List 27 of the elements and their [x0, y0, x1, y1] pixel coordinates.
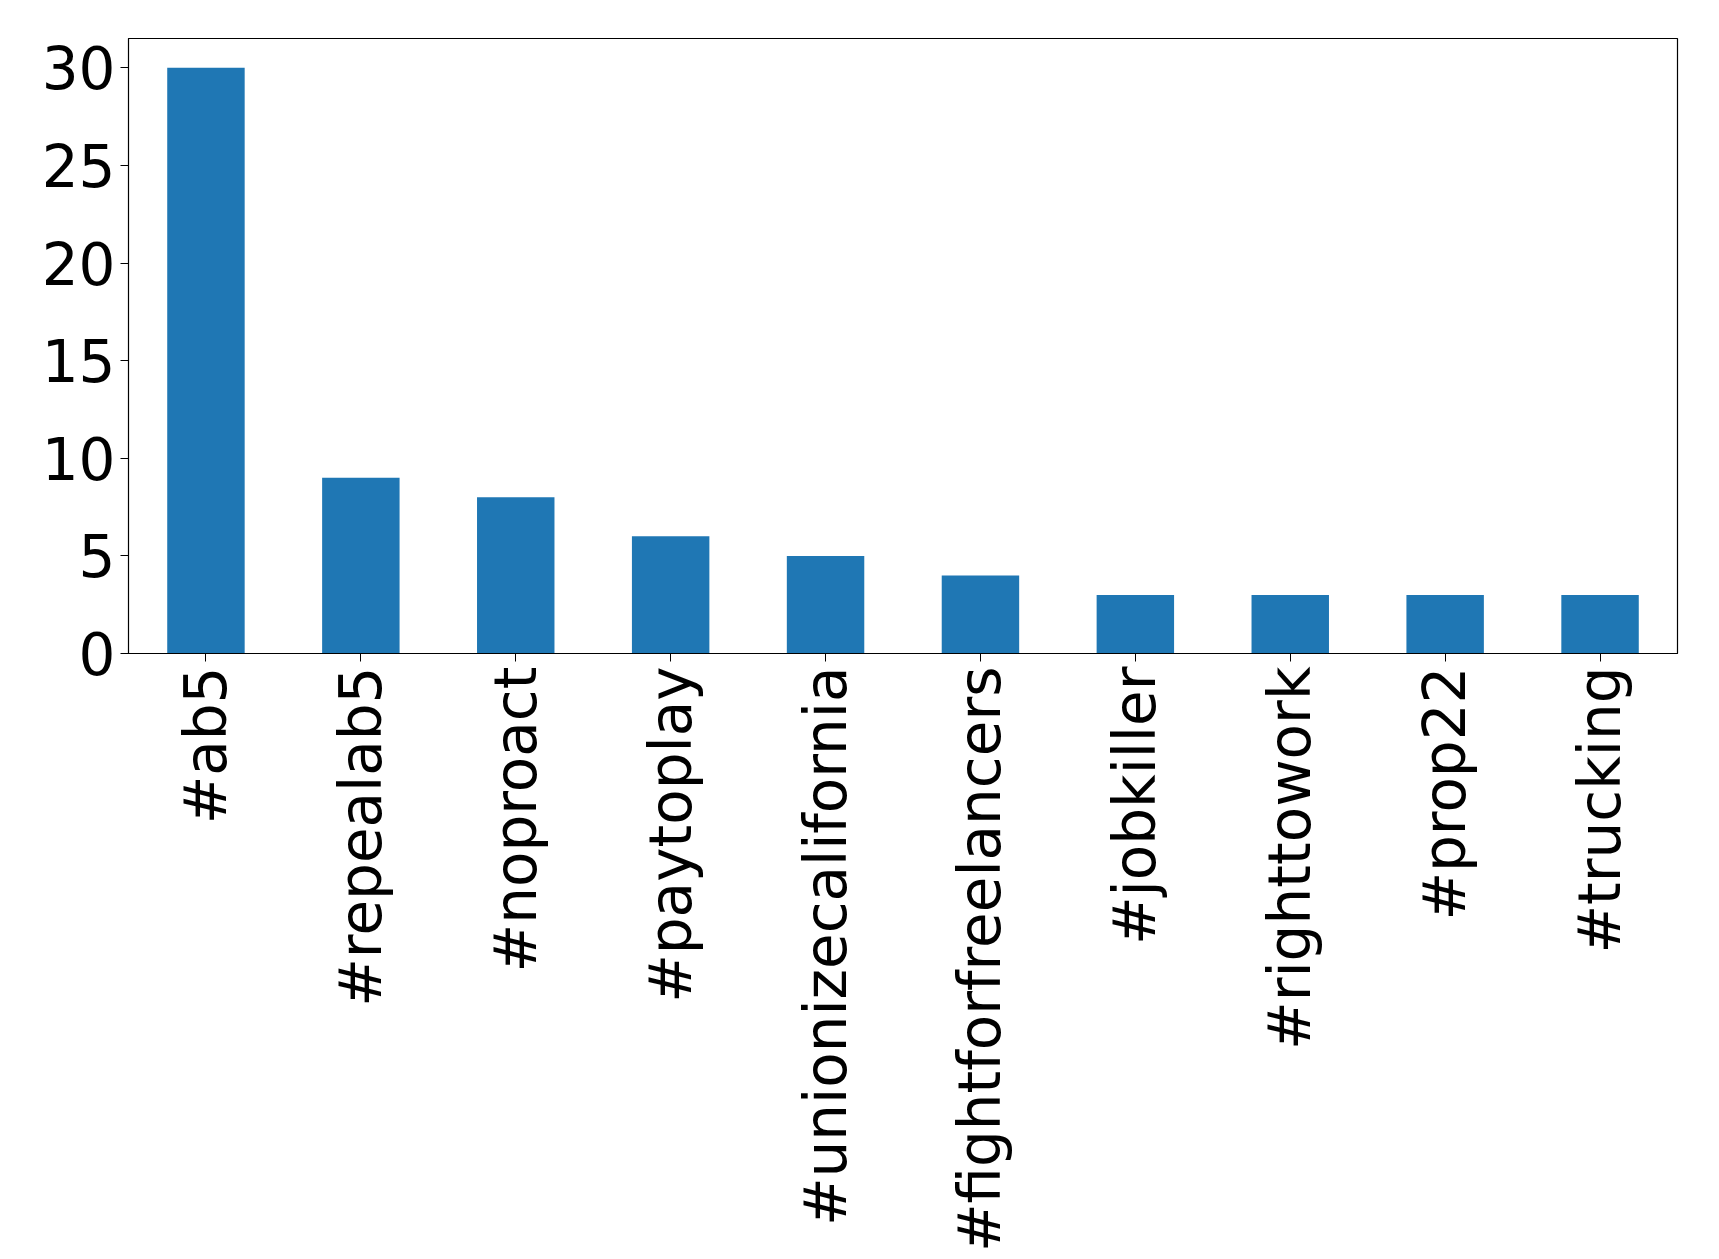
- x-tick-label: #prop22: [1411, 666, 1480, 921]
- bar: [786, 555, 865, 654]
- y-tick-label: 15: [41, 328, 116, 397]
- y-tick-label: 25: [41, 132, 116, 201]
- bar: [631, 536, 710, 654]
- x-tick-label: #unionizecalifornia: [791, 666, 860, 1227]
- bar: [1561, 594, 1639, 654]
- x-tick-label: #repealab5: [326, 666, 395, 1007]
- x-tick-label: #ab5: [171, 666, 240, 825]
- x-tick-label: #jobkiller: [1101, 666, 1170, 945]
- y-tick-label: 0: [78, 621, 116, 689]
- x-tick-label: #paytoplay: [636, 666, 705, 1003]
- y-tick-label: 5: [78, 523, 116, 592]
- bar: [322, 477, 400, 654]
- y-tick-label: 10: [41, 425, 116, 494]
- bar: [1251, 594, 1329, 654]
- y-tick-label: 20: [41, 230, 116, 299]
- x-tick-label: #trucking: [1566, 666, 1635, 954]
- bar: [167, 67, 245, 654]
- bar: [477, 497, 555, 654]
- x-tick-label: #fightforfreelancers: [946, 666, 1015, 1253]
- x-tick-label: #noproact: [481, 666, 550, 973]
- bar: [941, 575, 1020, 654]
- bar: [1406, 594, 1484, 654]
- bar: [1096, 594, 1175, 654]
- x-tick-label: #righttowork: [1256, 666, 1325, 1050]
- y-tick-label: 30: [41, 35, 116, 104]
